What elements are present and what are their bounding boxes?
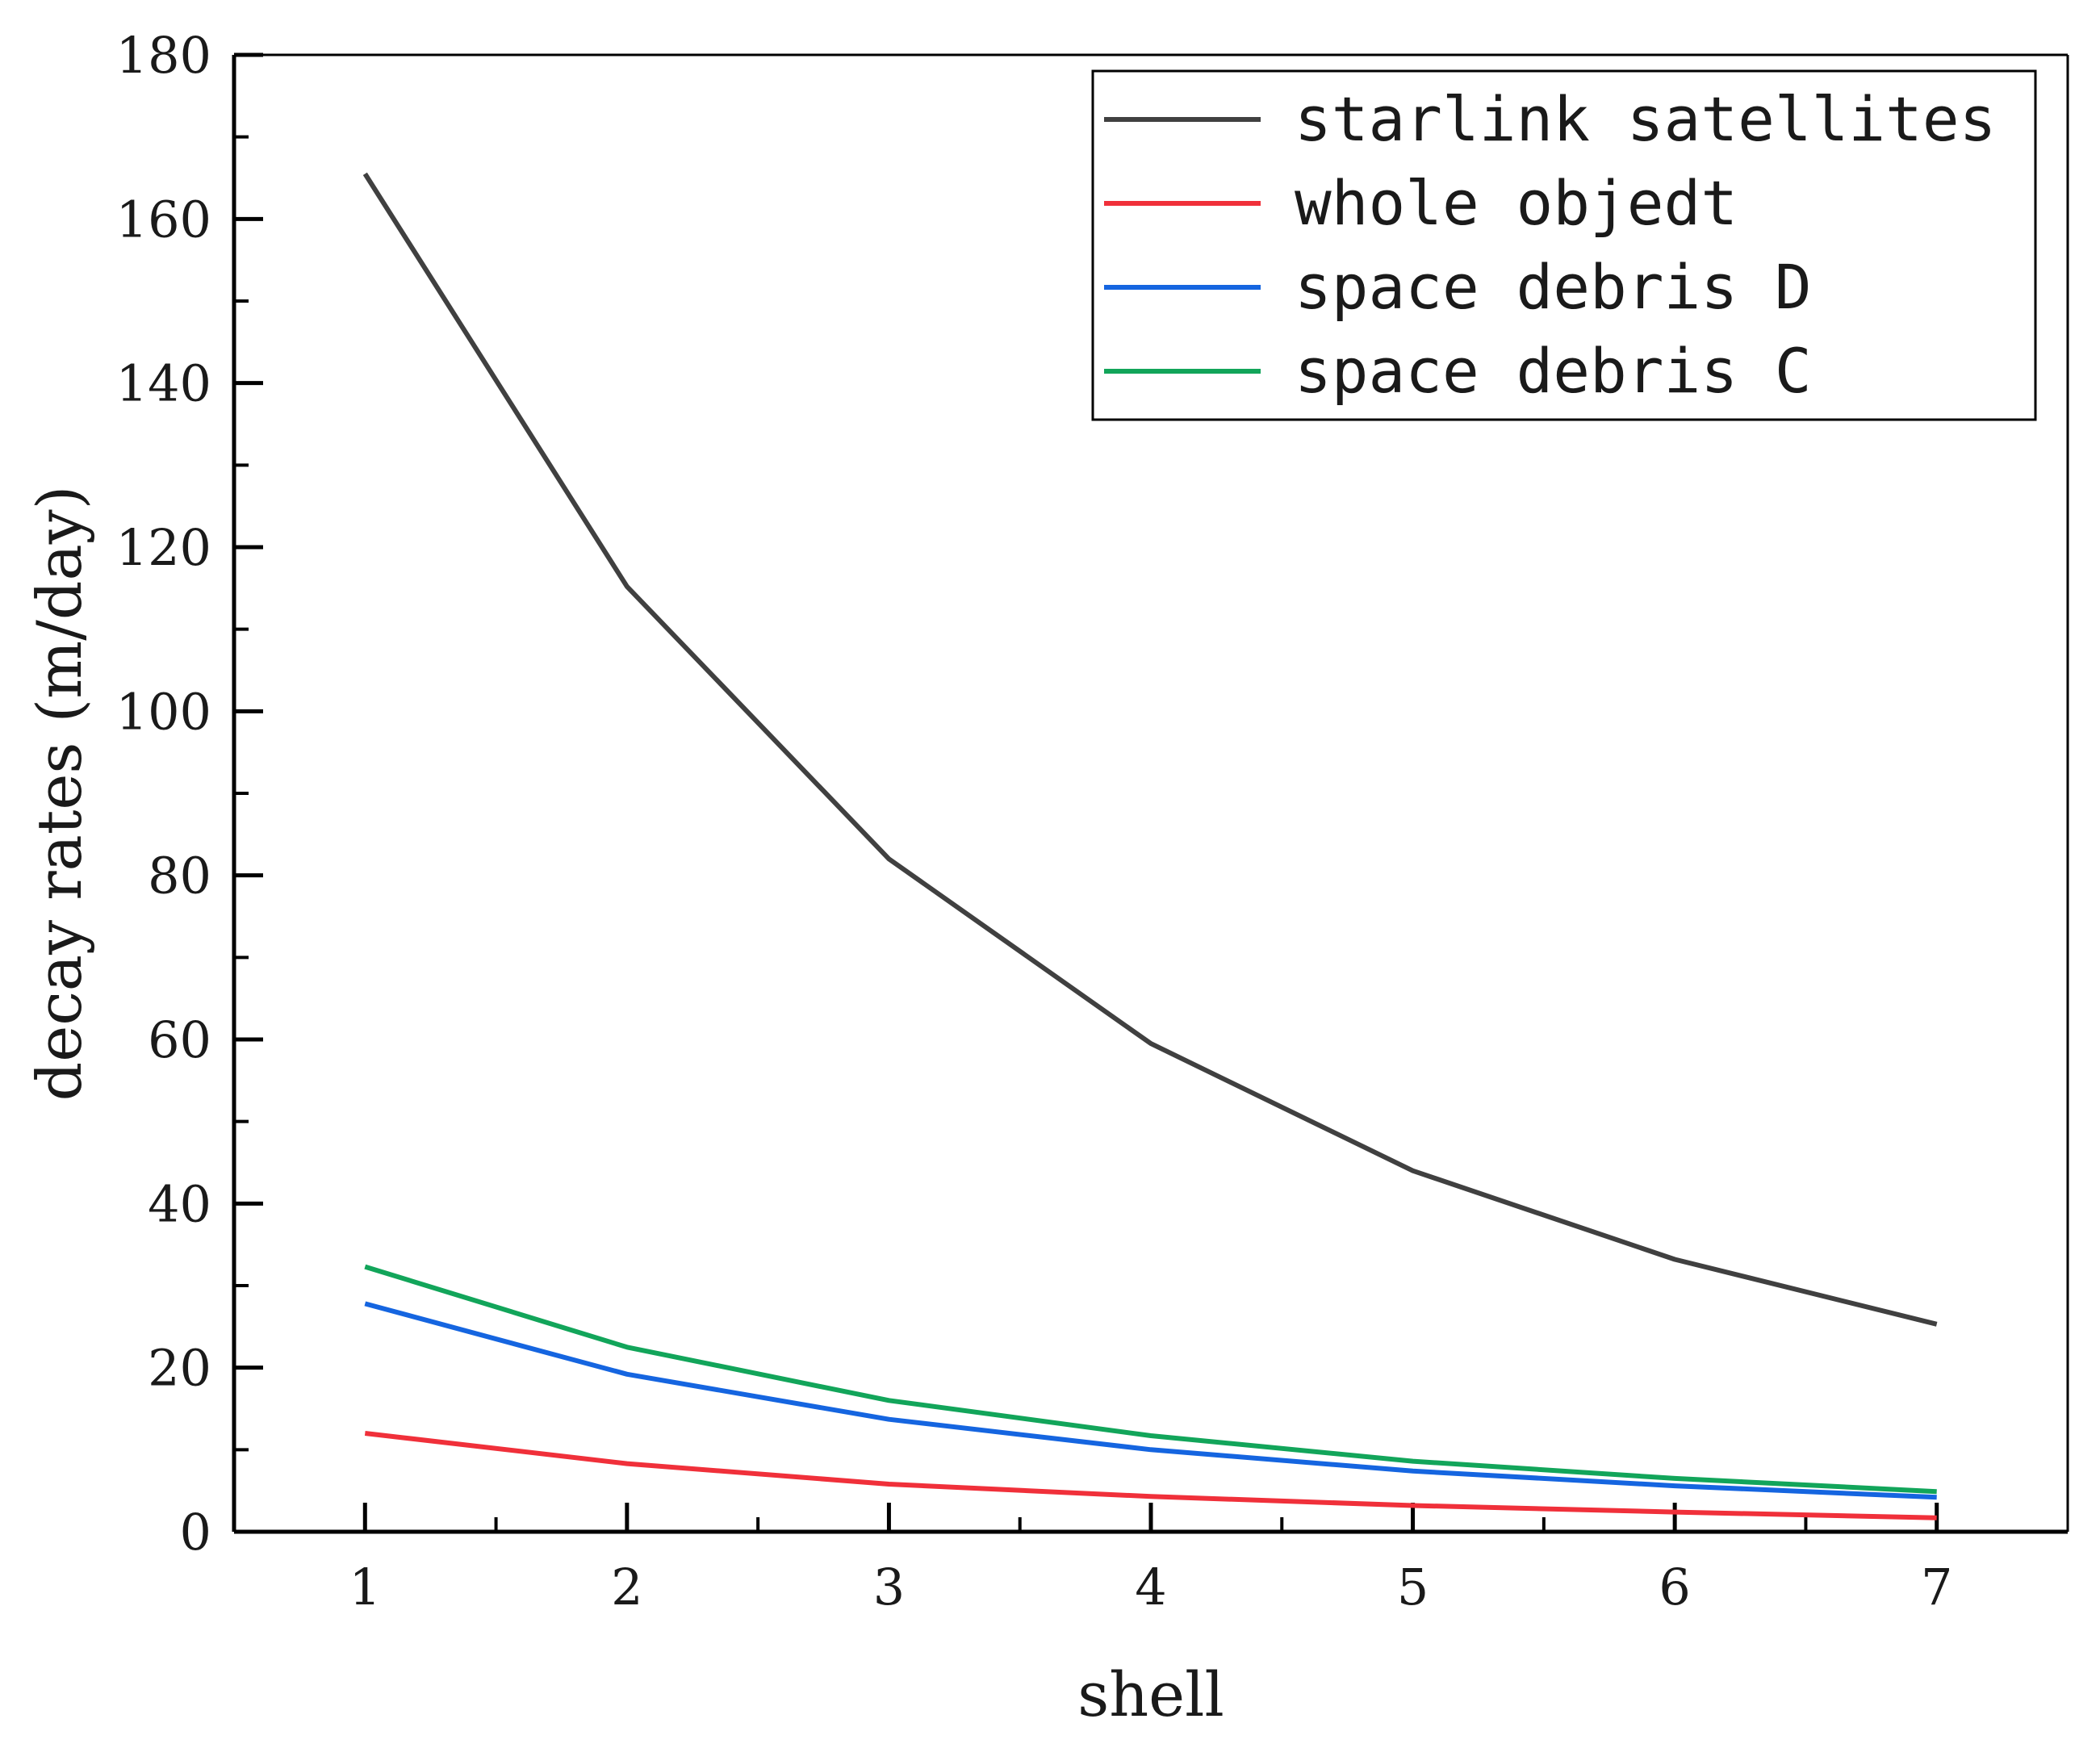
y-tick-label: 100 — [116, 682, 211, 741]
legend-label: starlink satellites — [1295, 83, 1996, 155]
legend-box — [1091, 69, 2037, 421]
y-tick-label: 20 — [148, 1339, 211, 1398]
y-tick-label: 60 — [148, 1010, 211, 1069]
x-tick-label: 6 — [1659, 1558, 1690, 1616]
x-tick-label: 7 — [1921, 1558, 1952, 1616]
x-tick-label: 1 — [349, 1558, 381, 1616]
x-tick-label: 4 — [1135, 1558, 1166, 1616]
x-axis: 1 2 3 4 5 6 7 — [349, 1503, 1952, 1616]
legend-label: space debris D — [1295, 251, 1812, 323]
legend-label: whole objedt — [1295, 167, 1738, 239]
y-tick-label: 120 — [116, 518, 211, 577]
series-line-space-debris-d — [364, 1301, 1937, 1500]
series-lines — [362, 172, 1938, 1520]
x-axis-label: shell — [1077, 1658, 1224, 1730]
y-axis-label: decay rates (m/day) — [23, 486, 95, 1102]
y-tick-label: 80 — [148, 847, 211, 905]
y-axis: 0 20 40 60 80 100 120 140 160 180 — [116, 26, 263, 1562]
series-line-whole-objedt — [364, 1431, 1937, 1520]
y-tick-label: 160 — [116, 190, 211, 249]
y-tick-label: 40 — [148, 1174, 211, 1233]
legend-label: space debris C — [1295, 335, 1812, 407]
legend: starlink satellites whole objedt space deb… — [1091, 69, 2037, 421]
x-tick-label: 2 — [611, 1558, 642, 1616]
series-line-space-debris-c — [364, 1264, 1937, 1495]
y-tick-label: 180 — [116, 26, 211, 85]
x-tick-label: 5 — [1397, 1558, 1429, 1616]
x-tick-label: 3 — [873, 1558, 905, 1616]
y-tick-label: 140 — [116, 354, 211, 413]
y-tick-label: 0 — [180, 1503, 211, 1562]
series-line-starlink-satellites — [362, 172, 1938, 1327]
